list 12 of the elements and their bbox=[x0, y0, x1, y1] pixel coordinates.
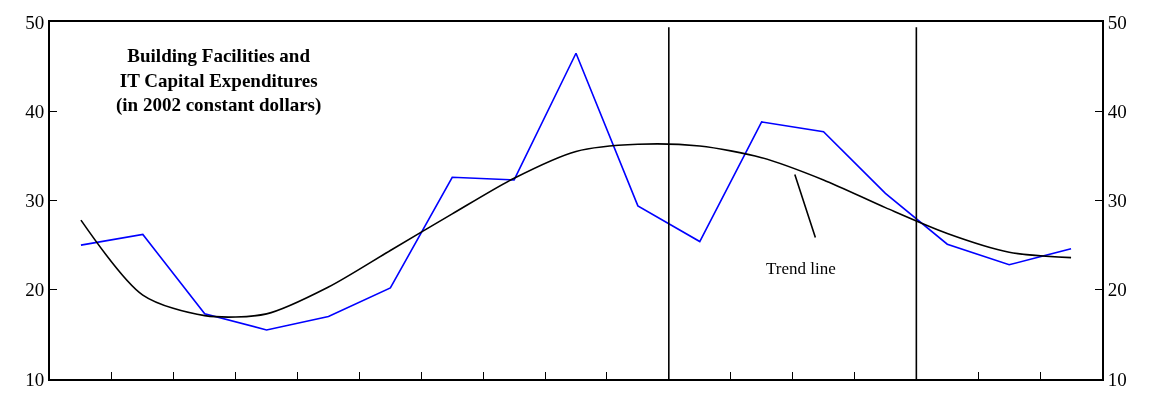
y2-tick-label: 30 bbox=[1107, 190, 1127, 212]
y-tick-label: 50 bbox=[25, 11, 45, 33]
y-tick-label: 30 bbox=[25, 190, 45, 212]
y2-tick-label: 40 bbox=[1107, 100, 1127, 122]
annotation: Trend line bbox=[766, 259, 836, 278]
y-tick-label: 20 bbox=[25, 279, 45, 301]
text: Building Facilities and IT Capital Expenditures (in 2002 constant dollars) bbox=[116, 45, 322, 117]
y2-tick-label: 50 bbox=[1107, 11, 1127, 33]
y2-tick-label: 20 bbox=[1107, 279, 1127, 301]
y-tick-label: 40 bbox=[25, 100, 45, 122]
y-tick-label: 10 bbox=[25, 368, 45, 390]
y2-tick-label: 10 bbox=[1107, 368, 1127, 390]
